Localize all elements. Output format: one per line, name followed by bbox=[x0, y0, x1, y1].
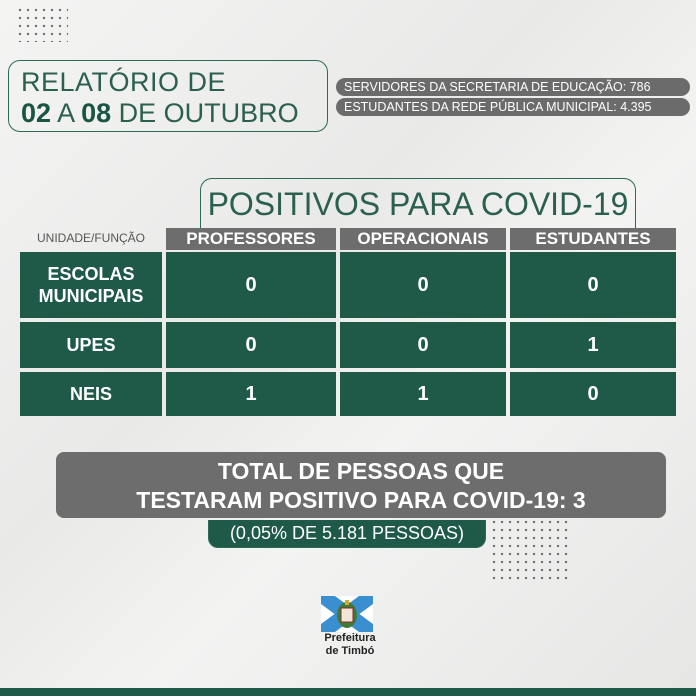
table-cell: 0 bbox=[166, 252, 336, 318]
table-cell: 1 bbox=[340, 372, 506, 416]
column-header-estudantes: ESTUDANTES bbox=[510, 228, 676, 250]
column-header-operacionais: OPERACIONAIS bbox=[340, 228, 506, 250]
column-header-professores: PROFESSORES bbox=[166, 228, 336, 250]
table-cell: 0 bbox=[166, 322, 336, 368]
table-cell: 1 bbox=[166, 372, 336, 416]
logo-text: Prefeitura de Timbó bbox=[324, 632, 376, 657]
row-label-upes: UPES bbox=[20, 322, 162, 368]
table-cell: 1 bbox=[510, 322, 676, 368]
report-title: RELATÓRIO DE bbox=[21, 67, 227, 97]
decorative-dots bbox=[490, 518, 572, 582]
row-label-escolas: ESCOLAS MUNICIPAIS bbox=[20, 252, 162, 318]
report-date: 02 A 08 DE OUTUBRO bbox=[21, 98, 299, 128]
total-percent: (0,05% DE 5.181 PESSOAS) bbox=[208, 520, 486, 548]
table-cell: 0 bbox=[340, 322, 506, 368]
student-count-badge: ESTUDANTES DA REDE PÚBLICA MUNICIPAL: 4.… bbox=[336, 98, 690, 116]
timbo-flag-logo bbox=[321, 596, 373, 632]
table-cell: 0 bbox=[510, 372, 676, 416]
decorative-dots bbox=[16, 6, 68, 42]
table-cell: 0 bbox=[510, 252, 676, 318]
total-positive-box: TOTAL DE PESSOAS QUE TESTARAM POSITIVO P… bbox=[56, 452, 666, 518]
total-line-2: TESTARAM POSITIVO PARA COVID-19: 3 bbox=[136, 487, 586, 513]
row-header-label: UNIDADE/FUNÇÃO bbox=[36, 231, 145, 245]
footer-bar bbox=[0, 688, 696, 696]
total-line-1: TOTAL DE PESSOAS QUE bbox=[217, 458, 505, 484]
table-title: POSITIVOS PARA COVID-19 bbox=[200, 178, 636, 228]
staff-count-badge: SERVIDORES DA SECRETARIA DE EDUCAÇÃO: 78… bbox=[336, 78, 690, 96]
row-label-neis: NEIS bbox=[20, 372, 162, 416]
report-title-box: RELATÓRIO DE 02 A 08 DE OUTUBRO bbox=[8, 60, 328, 132]
table-cell: 0 bbox=[340, 252, 506, 318]
